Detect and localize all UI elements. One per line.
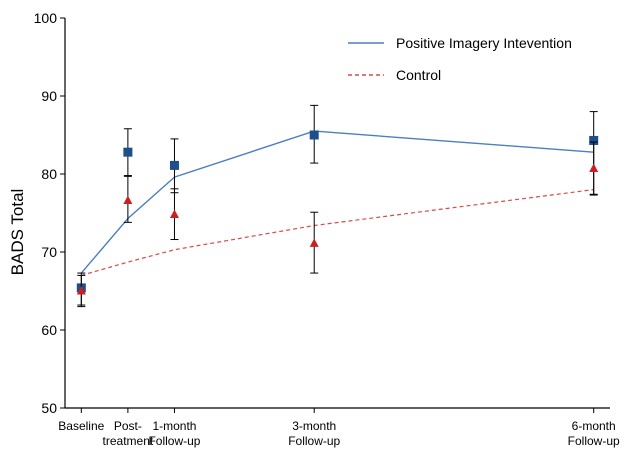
data-point-marker xyxy=(169,209,179,219)
x-tick-label-line: Follow-up xyxy=(568,434,620,448)
x-tick-label-line: Follow-up xyxy=(148,434,200,448)
y-tick-label: 100 xyxy=(34,10,58,26)
x-tick-label: Baseline xyxy=(58,419,104,433)
data-point-marker xyxy=(123,147,133,157)
x-tick-label-line: treatment xyxy=(103,434,154,448)
x-tick-label: 3-month Follow-up xyxy=(288,419,340,448)
y-tick-label: 60 xyxy=(41,322,57,338)
y-tick-label: 90 xyxy=(41,88,57,104)
series-line xyxy=(81,189,594,276)
x-tick-label: Post-treatment xyxy=(103,419,154,448)
legend-label: Control xyxy=(396,67,441,83)
y-tick-label: 80 xyxy=(41,166,57,182)
x-tick-label: 6-month Follow-up xyxy=(568,419,620,448)
legend-label: Positive Imagery Intevention xyxy=(396,35,572,51)
x-tick-label-line: 1-month xyxy=(152,419,196,433)
series-line xyxy=(80,130,594,274)
data-point-marker xyxy=(589,163,599,173)
x-tick-label-line: Baseline xyxy=(58,419,104,433)
data-point-marker xyxy=(169,160,179,170)
x-tick-label-line: 6-month xyxy=(572,419,616,433)
y-tick-label: 50 xyxy=(41,400,57,416)
data-point-marker xyxy=(589,135,599,145)
series-layer xyxy=(76,104,599,308)
x-tick-label-line: 3-month xyxy=(292,419,336,433)
y-tick-label: 70 xyxy=(41,244,57,260)
data-point-marker xyxy=(76,286,86,295)
data-point-marker xyxy=(123,195,133,205)
x-tick-label-line: Follow-up xyxy=(288,434,340,448)
data-point-marker xyxy=(309,238,319,247)
y-axis-title: BADS Total xyxy=(8,189,27,276)
x-tick-label: 1-month Follow-up xyxy=(148,419,200,448)
legend: Positive Imagery Intevention Control xyxy=(348,35,572,83)
x-tick-label-line: Post- xyxy=(114,419,142,433)
data-point-marker xyxy=(309,130,319,140)
